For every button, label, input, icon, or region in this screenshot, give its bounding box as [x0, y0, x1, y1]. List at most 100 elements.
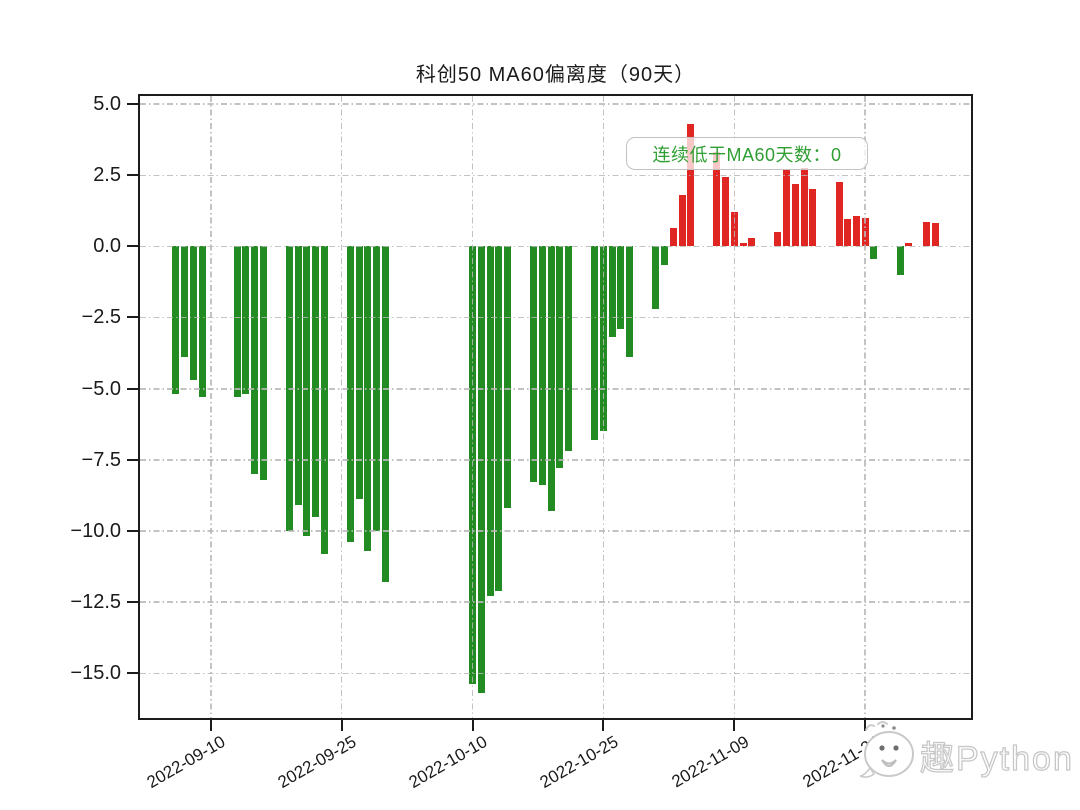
gridline-h	[140, 601, 971, 603]
x-tick-mark	[340, 720, 343, 731]
bar	[312, 246, 320, 517]
bar	[783, 169, 791, 247]
bar	[678, 195, 686, 247]
bar	[809, 189, 817, 247]
gridline-h	[140, 174, 971, 177]
bar	[530, 246, 538, 483]
bar	[285, 246, 293, 531]
x-tick-label: 2022-09-10	[143, 732, 229, 792]
y-tick-mark	[127, 102, 138, 105]
bar	[198, 246, 206, 398]
bar	[172, 246, 180, 395]
watermark-emoji-icon	[858, 718, 920, 793]
x-tick-label: 2022-10-10	[405, 732, 491, 792]
bar	[504, 246, 511, 508]
bar	[355, 246, 363, 500]
x-tick-mark	[864, 720, 867, 731]
y-tick-mark	[127, 245, 138, 248]
bar	[652, 246, 660, 309]
y-tick-label: 2.5	[93, 164, 121, 187]
chart-title: 科创50 MA60偏离度（90天）	[415, 64, 696, 86]
bar	[477, 246, 485, 693]
bar	[861, 217, 869, 247]
bar	[556, 246, 564, 469]
bar	[495, 246, 503, 591]
bar	[905, 243, 913, 247]
bar	[346, 246, 354, 543]
gridline-v	[733, 96, 736, 718]
bar	[669, 227, 677, 247]
bar	[739, 242, 747, 247]
watermark-text: 趣Python	[919, 739, 1074, 778]
bar	[486, 246, 494, 597]
bar	[661, 246, 669, 265]
bar	[730, 212, 738, 247]
bar	[320, 246, 328, 554]
bar	[687, 123, 695, 247]
bar	[565, 246, 573, 452]
bar	[922, 222, 930, 247]
gridline-h	[140, 672, 971, 675]
gridline-h	[140, 103, 971, 105]
x-tick-mark	[733, 720, 736, 731]
bar	[713, 152, 721, 247]
bar	[599, 246, 607, 432]
bar	[294, 246, 302, 506]
y-tick-label: −15.0	[70, 662, 121, 685]
bar	[870, 246, 878, 260]
bar	[591, 246, 599, 440]
annotation-box: 连续低于MA60天数：0	[626, 137, 868, 170]
bar	[469, 246, 477, 685]
x-tick-mark	[471, 720, 474, 731]
bar	[626, 246, 634, 358]
bar	[364, 246, 372, 551]
bar	[242, 246, 250, 395]
bar	[748, 237, 756, 247]
bar	[931, 223, 939, 247]
y-tick-mark	[127, 600, 138, 603]
bar	[853, 216, 861, 247]
bar	[722, 176, 730, 247]
annotation-text: 连续低于MA60天数：0	[652, 144, 842, 165]
y-tick-label: −2.5	[81, 306, 121, 329]
gridline-v	[864, 96, 866, 718]
bar	[381, 246, 389, 582]
y-tick-label: −12.5	[70, 590, 121, 613]
y-tick-label: −5.0	[81, 377, 121, 400]
x-tick-label: 2022-09-25	[274, 732, 360, 792]
x-tick-label: 2022-10-25	[536, 732, 621, 792]
y-tick-label: 5.0	[93, 92, 121, 115]
bar	[835, 182, 843, 247]
y-tick-mark	[127, 458, 138, 461]
bar	[608, 246, 616, 338]
y-tick-label: −7.5	[81, 448, 121, 471]
bar	[250, 246, 258, 474]
y-tick-label: 0.0	[93, 235, 121, 258]
gridline-v	[210, 96, 212, 718]
bar	[896, 246, 904, 275]
bar	[791, 183, 799, 247]
bar	[259, 246, 267, 480]
y-tick-mark	[127, 529, 138, 532]
bar	[373, 246, 381, 531]
bar	[844, 219, 852, 247]
x-tick-mark	[209, 720, 212, 731]
y-tick-label: −10.0	[70, 519, 121, 542]
bar	[774, 232, 782, 247]
gridline-v	[340, 96, 343, 718]
y-tick-mark	[127, 316, 138, 319]
bar	[189, 246, 197, 380]
y-tick-mark	[127, 387, 138, 390]
bar	[303, 246, 311, 537]
x-tick-mark	[602, 720, 605, 731]
bar	[233, 246, 241, 398]
bar	[547, 246, 555, 511]
bar	[181, 246, 189, 358]
y-tick-mark	[127, 672, 138, 675]
bar	[617, 246, 625, 329]
gridline-h	[140, 530, 971, 532]
bar	[538, 246, 546, 486]
plot-area	[138, 94, 973, 720]
y-tick-mark	[127, 174, 138, 177]
